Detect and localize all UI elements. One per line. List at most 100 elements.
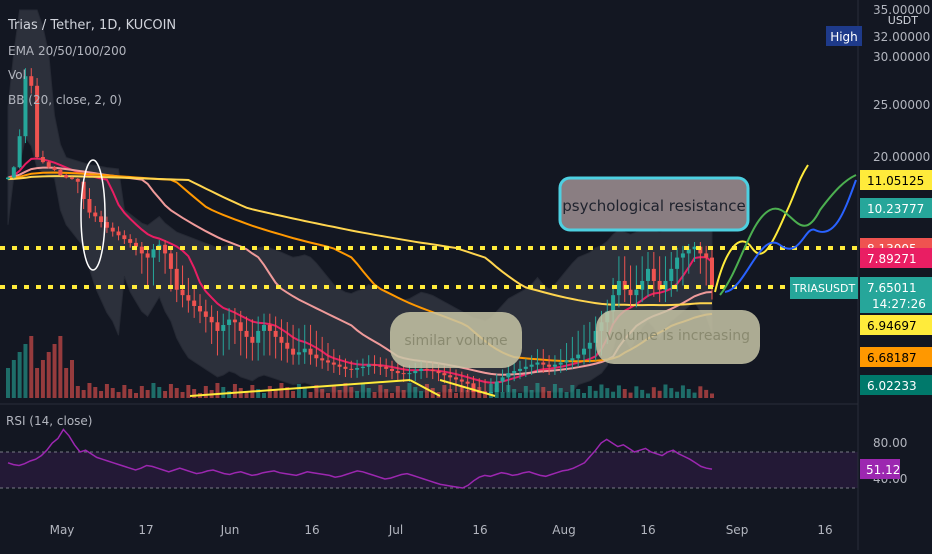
rsi-legend[interactable]: RSI (14, close) (6, 414, 93, 428)
candle-body (145, 253, 150, 258)
similar-volume-text: similar volume (404, 333, 507, 349)
volume-bar (651, 387, 656, 398)
volume-bar (593, 390, 598, 398)
volume-bar (500, 392, 505, 398)
rsi-current-value: 51.12 (866, 463, 900, 477)
bollinger-legend[interactable]: BB (20, close, 2, 0) (8, 93, 122, 107)
volume-bar (366, 388, 371, 398)
price-label-box (860, 277, 932, 313)
ema20-line (7, 157, 713, 384)
candle-body (518, 368, 522, 371)
volume-bar (535, 383, 540, 398)
volume-bar (494, 388, 499, 398)
volume-bar (186, 385, 191, 398)
candle-body (314, 354, 319, 359)
price-label-box (860, 315, 932, 335)
candle-body (326, 360, 330, 363)
volume-bar (244, 392, 249, 398)
volume-bar (564, 392, 569, 398)
candle-body (87, 199, 92, 213)
candle-body (640, 280, 645, 290)
candle-body (494, 381, 499, 392)
resistance-callout-text: psychological resistance (562, 197, 745, 215)
y-tick-label: 25.00000 (873, 98, 930, 112)
volume-bar (23, 344, 28, 398)
volume-bar (139, 386, 144, 398)
currency-label[interactable]: USDT (887, 14, 918, 27)
candle-body (308, 348, 313, 355)
x-tick-label: 16 (640, 523, 655, 537)
candle-body (663, 280, 668, 290)
y-tick-label: 35.00000 (873, 3, 930, 17)
ema-legend[interactable]: EMA 20/50/100/200 (8, 44, 127, 58)
volume-bar (320, 389, 325, 398)
candle-body (23, 76, 28, 137)
volume-legend[interactable]: Vol (8, 68, 26, 82)
volume-bar (145, 390, 150, 398)
high-label-text: High (830, 30, 858, 44)
candle-body (70, 177, 74, 179)
candle-body (186, 295, 191, 301)
volume-bar (646, 393, 650, 398)
candle-body (320, 358, 325, 361)
candle-body (587, 342, 592, 349)
candle-body (267, 325, 272, 331)
volume-bar (314, 385, 319, 398)
volume-bar (81, 390, 86, 398)
candle-body (168, 253, 173, 269)
price-label-value: 7.65011 (867, 281, 917, 295)
candle-body (570, 358, 575, 361)
x-tick-label: Sep (726, 523, 749, 537)
candle-body (128, 239, 133, 243)
volume-bar (6, 368, 10, 398)
candle-body (81, 181, 86, 200)
candle-body (500, 377, 505, 382)
candle-body (651, 268, 656, 281)
candle-body (419, 368, 424, 371)
similar-volume-bubble (390, 312, 522, 368)
high-value-text: 32.00000 (873, 30, 930, 44)
candle-body (634, 289, 639, 296)
volume-bar (378, 385, 383, 398)
candle-body (209, 316, 214, 323)
candle-body (122, 235, 127, 240)
candle-body (535, 362, 540, 365)
volume-bar (87, 383, 92, 398)
x-tick-label: Jul (388, 523, 403, 537)
volume-bar (454, 393, 458, 398)
volume-bar (296, 384, 301, 398)
candle-body (174, 268, 179, 290)
volume-bar (465, 390, 470, 398)
volume-bar (587, 386, 592, 398)
candle-body (343, 366, 348, 369)
candle-body (17, 136, 22, 168)
resistance-callout-box (558, 176, 750, 232)
volume-bar (285, 387, 290, 398)
rsi-tick-label: 80.00 (873, 436, 907, 450)
candle-body (273, 330, 278, 337)
candle-body (104, 222, 109, 228)
symbol-tag-box (790, 277, 858, 299)
volume-bar (11, 360, 16, 398)
volume-bar (698, 386, 703, 398)
price-label-box (860, 198, 932, 218)
candle-body (151, 249, 156, 258)
volume-bar (477, 387, 482, 398)
price-label-box (860, 347, 932, 367)
volume-bar (419, 391, 424, 398)
volume-bar (349, 387, 354, 398)
candle-body (552, 364, 557, 367)
volume-bar (611, 391, 616, 398)
candle-body (29, 76, 34, 86)
candle-body (355, 368, 360, 370)
candle-body (675, 257, 680, 269)
volume-bar (512, 389, 517, 398)
y-tick-label: 30.00000 (873, 50, 930, 64)
volume-bar (192, 389, 197, 398)
volume-bar (669, 388, 674, 398)
candle-body (198, 306, 202, 312)
volume-bar (518, 393, 522, 398)
candle-body (558, 362, 563, 365)
